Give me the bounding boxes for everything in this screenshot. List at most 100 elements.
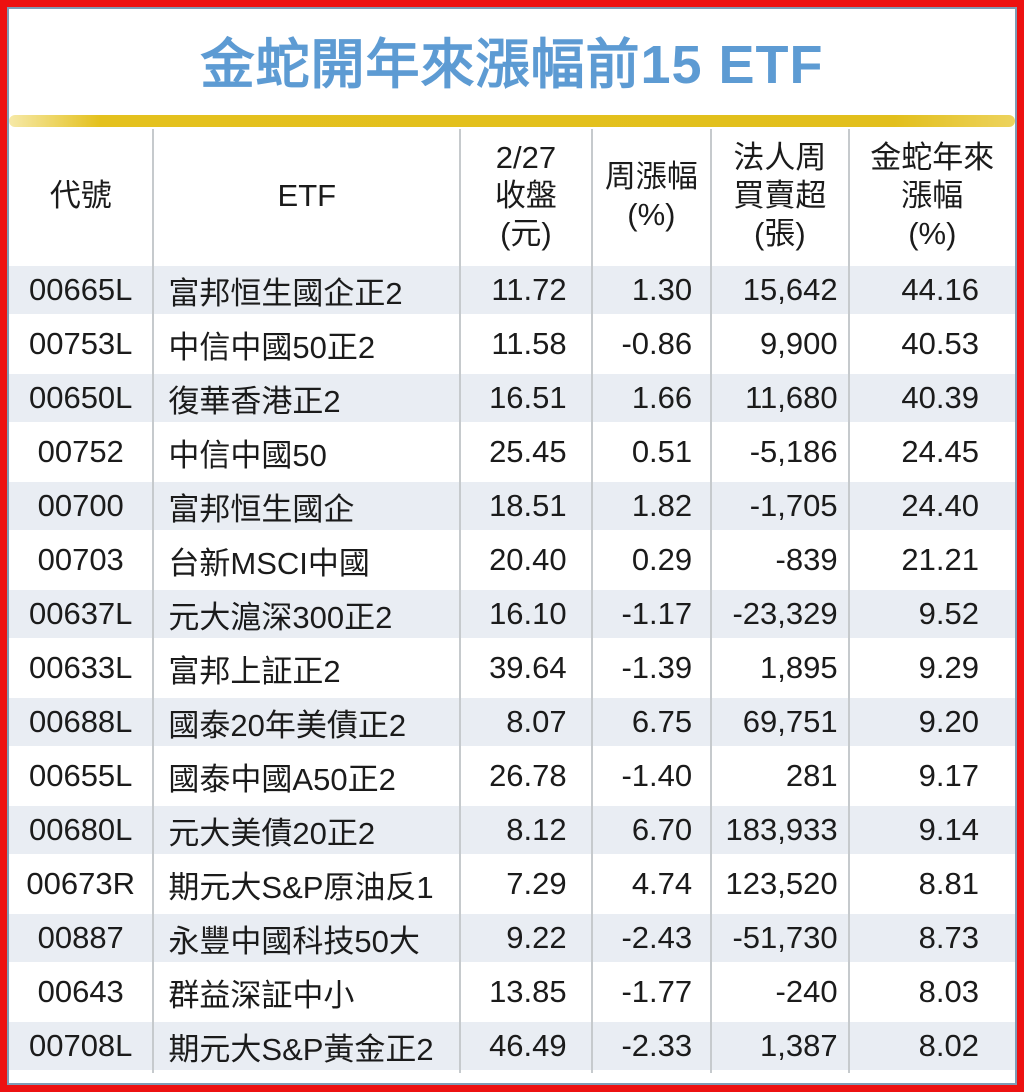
column-header-week: 周漲幅 (%) [593,129,713,263]
cell-week: -2.43 [592,911,713,965]
cell-code: 00887 [9,911,155,965]
cell-net: 123,520 [712,857,850,911]
table-row: 00700 富邦恒生國企 18.51 1.82 -1,705 24.40 [9,479,1015,533]
cell-net: -23,329 [712,587,850,641]
cell-code: 00637L [9,587,155,641]
cell-week: 0.51 [593,425,713,479]
table-row: 00752 中信中國50 25.45 0.51 -5,186 24.45 [9,425,1015,479]
table-body: 00665L 富邦恒生國企正2 11.72 1.30 15,642 44.16 00753L… [9,263,1015,1073]
cell-code: 00752 [9,425,155,479]
cell-close: 9.22 [461,911,593,965]
cell-code: 00643 [9,965,155,1019]
cell-name: 期元大S&P黃金正2 [154,1019,462,1073]
cell-name: 永豐中國科技50大 [154,911,462,965]
cell-close: 7.29 [461,857,593,911]
cell-ytd: 9.52 [849,587,1015,641]
cell-code: 00703 [9,533,155,587]
divider-bar [9,115,1015,127]
table-row: 00650L 復華香港正2 16.51 1.66 11,680 40.39 [9,371,1015,425]
cell-close: 26.78 [461,749,593,803]
cell-code: 00650L [9,371,155,425]
cell-week: -1.77 [593,965,713,1019]
cell-name: 復華香港正2 [154,371,462,425]
cell-name: 中信中國50 [154,425,462,479]
table-row: 00887 永豐中國科技50大 9.22 -2.43 -51,730 8.73 [9,911,1015,965]
cell-close: 46.49 [461,1019,593,1073]
cell-close: 8.12 [461,803,593,857]
table-frame: 金蛇開年來漲幅前15 ETF 代號 ETF 2/27 收盤 (元) 周漲幅 (%) 法人… [7,7,1017,1085]
cell-ytd: 8.81 [918,866,979,901]
cell-week: -2.33 [592,1019,713,1073]
header-row: 代號 ETF 2/27 收盤 (元) 周漲幅 (%) 法人周 買賣超 (張) 金蛇年來 漲… [9,129,1015,263]
cell-ytd: 21.21 [901,542,979,577]
table-row: 00688L 國泰20年美債正2 8.07 6.75 69,751 9.20 [9,695,1015,749]
table-row: 00637L 元大滬深300正2 16.10 -1.17 -23,329 9.52 [9,587,1015,641]
cell-ytd: 9.29 [918,650,979,685]
cell-ytd: 9.20 [849,695,1015,749]
table-row: 00673R 期元大S&P原油反1 7.29 4.74 123,520 8.81 [9,857,1015,911]
cell-close: 8.07 [461,695,593,749]
cell-ytd: 24.45 [901,434,979,469]
table-row: 00703 台新MSCI中國 20.40 0.29 -839 21.21 [9,533,1015,587]
cell-ytd: 24.40 [849,479,1015,533]
cell-name: 國泰中國A50正2 [154,749,462,803]
cell-ytd: 8.02 [849,1019,1015,1073]
cell-ytd: 8.03 [918,974,979,1009]
etf-table: 代號 ETF 2/27 收盤 (元) 周漲幅 (%) 法人周 買賣超 (張) 金蛇年來 漲… [9,129,1015,1073]
cell-net: 9,900 [712,317,850,371]
cell-close: 11.72 [461,263,593,317]
cell-close: 39.64 [461,641,593,695]
cell-close: 25.45 [461,425,593,479]
cell-net: -240 [712,965,850,1019]
cell-week: 1.66 [592,371,713,425]
cell-code: 00708L [9,1019,155,1073]
cell-code: 00700 [9,479,155,533]
cell-week: 6.75 [592,695,713,749]
cell-ytd: 9.14 [849,803,1015,857]
table-row: 00708L 期元大S&P黃金正2 46.49 -2.33 1,387 8.02 [9,1019,1015,1073]
cell-net: 1,895 [712,641,850,695]
cell-name: 國泰20年美債正2 [154,695,462,749]
cell-net: 11,680 [712,371,850,425]
table-row: 00655L 國泰中國A50正2 26.78 -1.40 281 9.17 [9,749,1015,803]
cell-net: 1,387 [712,1019,850,1073]
column-header-name: ETF [154,129,462,263]
cell-name: 富邦恒生國企正2 [154,263,462,317]
cell-week: -0.86 [593,317,713,371]
cell-close: 16.51 [461,371,593,425]
cell-week: -1.17 [592,587,713,641]
table-footer: 資料來源：CMoney 製表：黃彥宏 [9,1073,1015,1083]
column-header-ytd: 金蛇年來 漲幅 (%) [870,140,995,251]
cell-net: 15,642 [712,263,850,317]
cell-close: 16.10 [461,587,593,641]
cell-net: 183,933 [712,803,850,857]
cell-name: 期元大S&P原油反1 [154,857,462,911]
table-row: 00665L 富邦恒生國企正2 11.72 1.30 15,642 44.16 [9,263,1015,317]
table-row: 00633L 富邦上証正2 39.64 -1.39 1,895 9.29 [9,641,1015,695]
column-header-net: 法人周 買賣超 (張) [712,129,850,263]
cell-net: -5,186 [712,425,850,479]
cell-week: 0.29 [593,533,713,587]
cell-name: 群益深証中小 [154,965,462,1019]
cell-name: 元大滬深300正2 [154,587,462,641]
cell-net: -839 [712,533,850,587]
cell-code: 00680L [9,803,155,857]
cell-close: 11.58 [461,317,593,371]
table-row: 00753L 中信中國50正2 11.58 -0.86 9,900 40.53 [9,317,1015,371]
cell-code: 00655L [9,749,155,803]
cell-net: -1,705 [712,479,850,533]
cell-ytd: 40.53 [901,326,979,361]
cell-name: 富邦恒生國企 [154,479,462,533]
cell-week: -1.40 [593,749,713,803]
cell-net: 69,751 [712,695,850,749]
cell-name: 元大美債20正2 [154,803,462,857]
cell-close: 18.51 [461,479,593,533]
cell-name: 富邦上証正2 [154,641,462,695]
cell-week: 1.82 [592,479,713,533]
cell-name: 台新MSCI中國 [154,533,462,587]
table-row: 00680L 元大美債20正2 8.12 6.70 183,933 9.14 [9,803,1015,857]
cell-code: 00633L [9,641,155,695]
cell-code: 00665L [9,263,155,317]
cell-week: 4.74 [593,857,713,911]
cell-week: -1.39 [593,641,713,695]
